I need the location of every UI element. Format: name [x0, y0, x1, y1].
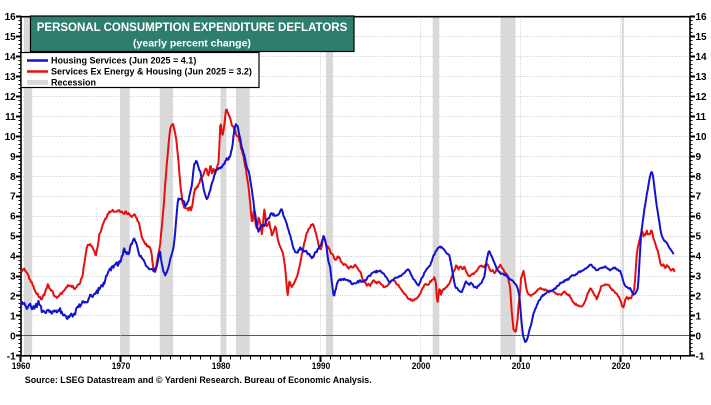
- svg-text:4: 4: [696, 252, 702, 263]
- svg-text:0: 0: [10, 331, 16, 342]
- svg-text:10: 10: [5, 132, 17, 143]
- svg-text:14: 14: [5, 52, 17, 63]
- svg-text:Services Ex Energy & Housing (: Services Ex Energy & Housing (Jun 2025 =…: [51, 67, 252, 77]
- svg-text:13: 13: [5, 72, 17, 83]
- svg-text:6: 6: [696, 212, 702, 223]
- svg-text:-1: -1: [7, 351, 16, 362]
- svg-text:10: 10: [696, 132, 708, 143]
- svg-text:9: 9: [10, 152, 16, 163]
- svg-text:1: 1: [696, 311, 702, 322]
- svg-text:(yearly percent change): (yearly percent change): [133, 38, 251, 50]
- svg-text:4: 4: [10, 252, 16, 263]
- svg-text:2: 2: [696, 292, 702, 303]
- svg-text:11: 11: [5, 112, 16, 123]
- svg-text:16: 16: [5, 12, 17, 23]
- svg-text:15: 15: [696, 32, 708, 43]
- svg-text:1980: 1980: [212, 361, 231, 372]
- svg-text:3: 3: [696, 272, 702, 283]
- svg-text:7: 7: [696, 192, 702, 203]
- svg-text:16: 16: [696, 12, 708, 23]
- svg-text:14: 14: [696, 52, 708, 63]
- svg-text:12: 12: [5, 92, 17, 103]
- svg-text:8: 8: [696, 172, 702, 183]
- svg-text:13: 13: [696, 72, 708, 83]
- svg-text:2000: 2000: [412, 361, 431, 372]
- svg-text:11: 11: [696, 112, 707, 123]
- svg-text:3: 3: [10, 272, 16, 283]
- svg-text:9: 9: [696, 152, 702, 163]
- svg-text:PERSONAL CONSUMPTION EXPENDITU: PERSONAL CONSUMPTION EXPENDITURE DEFLATO…: [37, 22, 348, 34]
- svg-text:1970: 1970: [112, 361, 131, 372]
- svg-text:2020: 2020: [612, 361, 631, 372]
- svg-text:5: 5: [696, 232, 702, 243]
- svg-text:0: 0: [696, 331, 702, 342]
- svg-text:Recession: Recession: [51, 78, 96, 88]
- svg-text:Housing Services (Jun 2025 = 4: Housing Services (Jun 2025 = 4.1): [51, 56, 196, 66]
- svg-text:2: 2: [10, 292, 16, 303]
- svg-text:1: 1: [10, 311, 16, 322]
- svg-text:1990: 1990: [312, 361, 331, 372]
- svg-text:-1: -1: [696, 351, 705, 362]
- svg-text:8: 8: [10, 172, 16, 183]
- svg-text:5: 5: [10, 232, 16, 243]
- svg-text:15: 15: [5, 32, 17, 43]
- svg-text:2010: 2010: [512, 361, 531, 372]
- svg-text:7: 7: [10, 192, 16, 203]
- svg-text:1960: 1960: [12, 361, 31, 372]
- svg-text:Source: LSEG Datastream and ©: Source: LSEG Datastream and © Yardeni Re…: [25, 375, 372, 385]
- svg-text:12: 12: [696, 92, 708, 103]
- svg-text:6: 6: [10, 212, 16, 223]
